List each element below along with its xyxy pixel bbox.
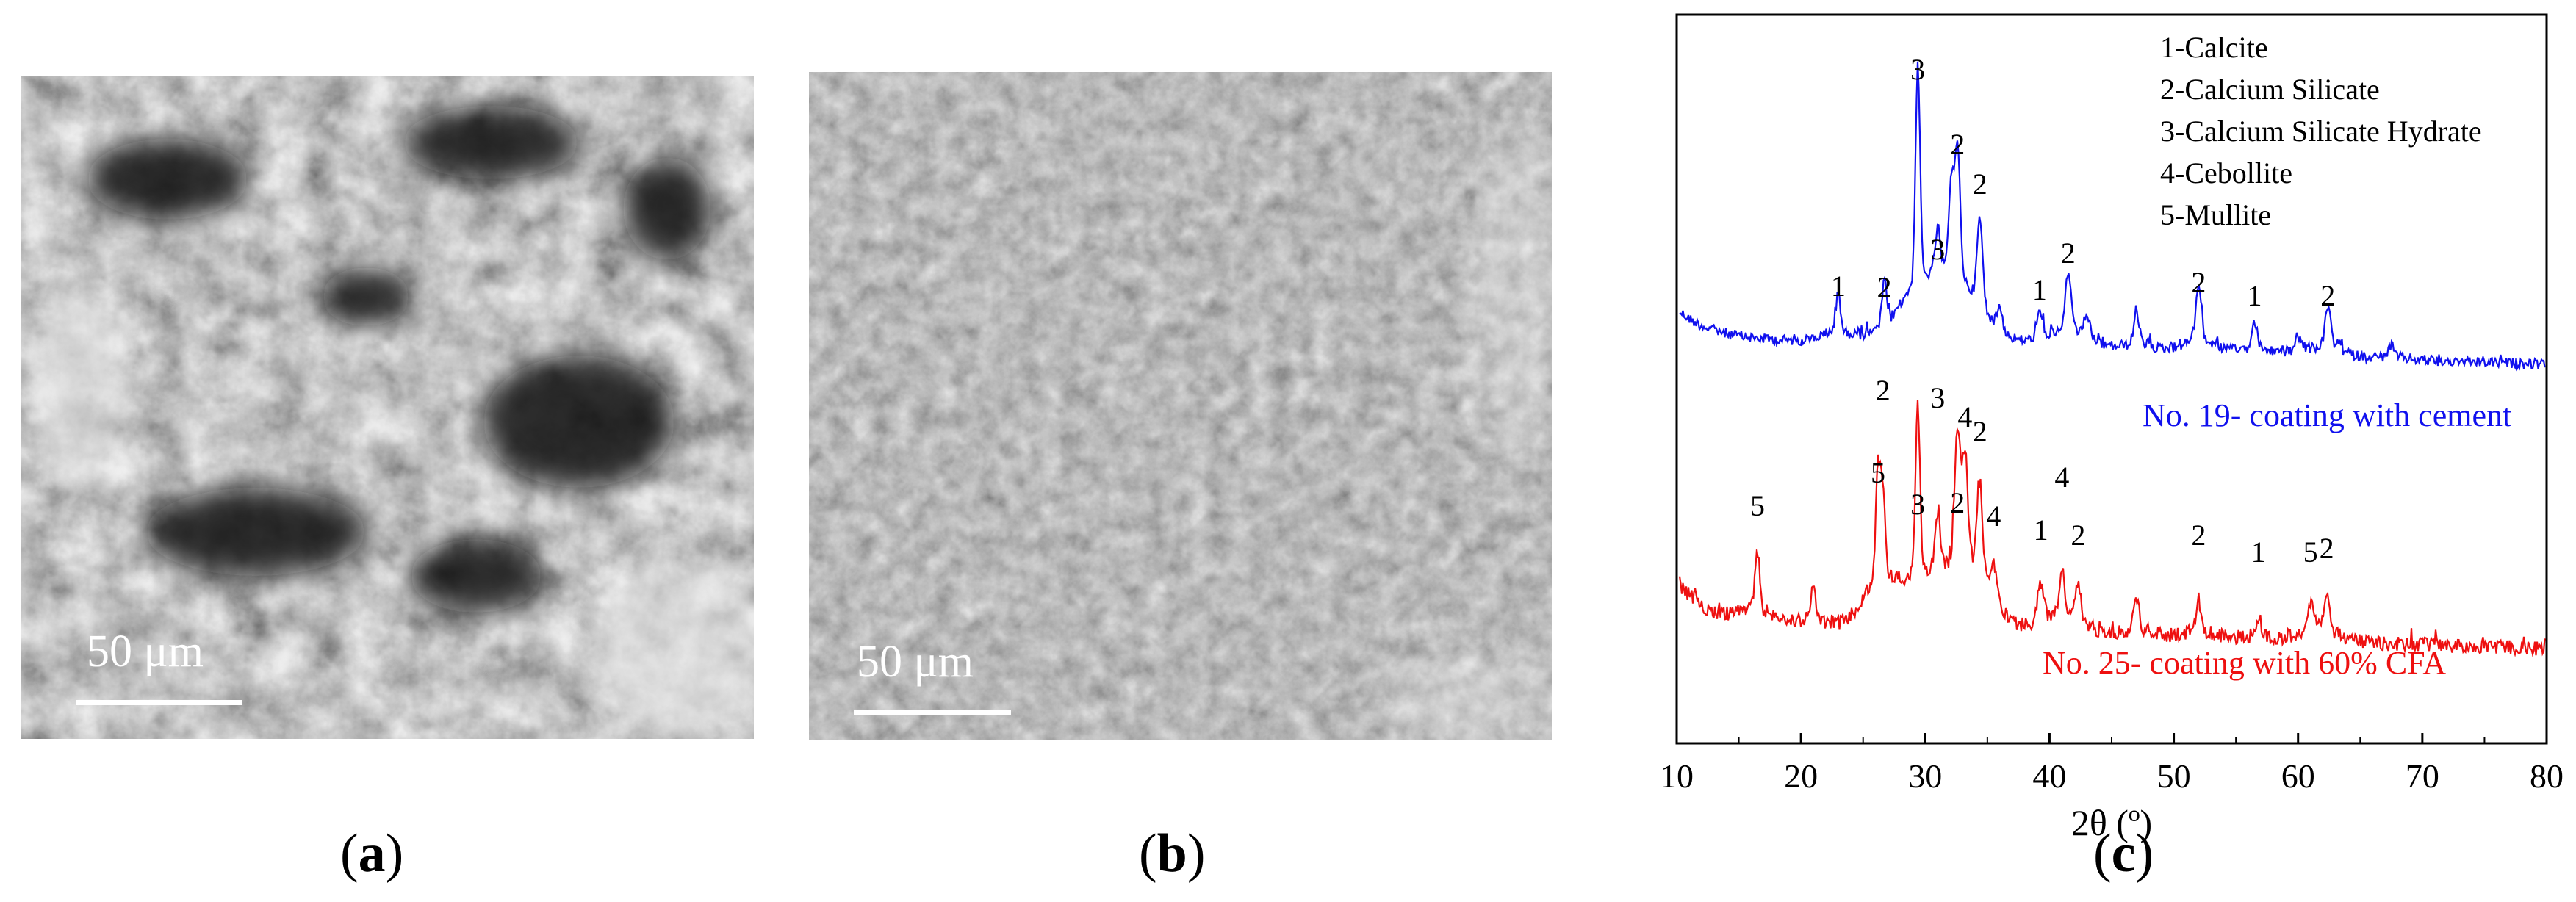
peak-label: 1 [2032, 273, 2047, 306]
peak-label: 3 [1930, 233, 1945, 266]
peak-label: 2 [1973, 415, 1987, 448]
peak-label: 2 [2061, 237, 2076, 270]
peak-label: 2 [1973, 167, 1987, 201]
series-line [1679, 61, 2546, 372]
series-line [1678, 399, 2546, 658]
peak-label: 1 [2251, 535, 2266, 569]
x-tick-label: 80 [2530, 757, 2564, 795]
caption-b-letter: b [1156, 823, 1187, 884]
peak-label: 2 [1876, 374, 1890, 407]
legend-entry: 3-Calcium Silicate Hydrate [2160, 115, 2482, 148]
peak-label: 4 [1957, 400, 1972, 433]
legend-entry: 1-Calcite [2160, 31, 2268, 64]
caption-c-letter: c [2111, 823, 2136, 884]
series-label: No. 25- coating with 60% CFA [2043, 645, 2446, 681]
x-tick-label: 60 [2281, 757, 2315, 795]
sem-image-a [21, 76, 754, 739]
x-tick-label: 40 [2032, 757, 2066, 795]
scale-bar-b [854, 710, 1011, 715]
caption-b: (b) [1139, 823, 1206, 884]
peak-label: 2 [2070, 519, 2085, 552]
peak-label: 1 [2034, 513, 2048, 546]
plot-frame [1675, 13, 2548, 745]
peak-label: 1 [2248, 279, 2262, 312]
peak-label: 1 [1831, 270, 1846, 303]
sem-image-b [809, 72, 1552, 740]
peak-label: 2 [2191, 519, 2206, 552]
scale-label-a: 50 μm [87, 627, 204, 676]
x-tick-label: 30 [1908, 757, 1942, 795]
scale-label-b: 50 μm [857, 637, 974, 687]
x-tick-label: 20 [1784, 757, 1818, 795]
caption-a: (a) [340, 823, 404, 884]
peak-label: 2 [2191, 266, 2206, 299]
legend-entry: 2-Calcium Silicate [2160, 73, 2380, 106]
legend-entry: 4-Cebollite [2160, 156, 2292, 190]
caption-a-letter: a [358, 823, 386, 884]
legend-entry: 5-Mullite [2160, 198, 2271, 231]
peak-label: 5 [1871, 456, 1885, 489]
peak-label: 2 [2320, 279, 2335, 312]
peak-label: 5 [2303, 535, 2318, 569]
x-tick-label: 10 [1660, 757, 1694, 795]
peak-label: 2 [1950, 128, 1965, 161]
x-tick-label: 50 [2157, 757, 2191, 795]
peak-label: 2 [1877, 271, 1891, 304]
x-tick-label: 70 [2406, 757, 2439, 795]
peak-label: 2 [1950, 486, 1965, 519]
series-label: No. 19- coating with cement [2143, 397, 2511, 433]
caption-c: (c) [2093, 823, 2154, 884]
peak-label: 3 [1930, 381, 1945, 414]
scale-bar-a [76, 700, 242, 705]
peak-label: 2 [2320, 532, 2334, 565]
peak-label: 3 [1910, 53, 1925, 86]
peak-label: 3 [1910, 488, 1925, 521]
peak-label: 4 [2054, 461, 2069, 494]
peak-label: 5 [1750, 489, 1765, 522]
peak-label: 4 [1986, 499, 2001, 533]
